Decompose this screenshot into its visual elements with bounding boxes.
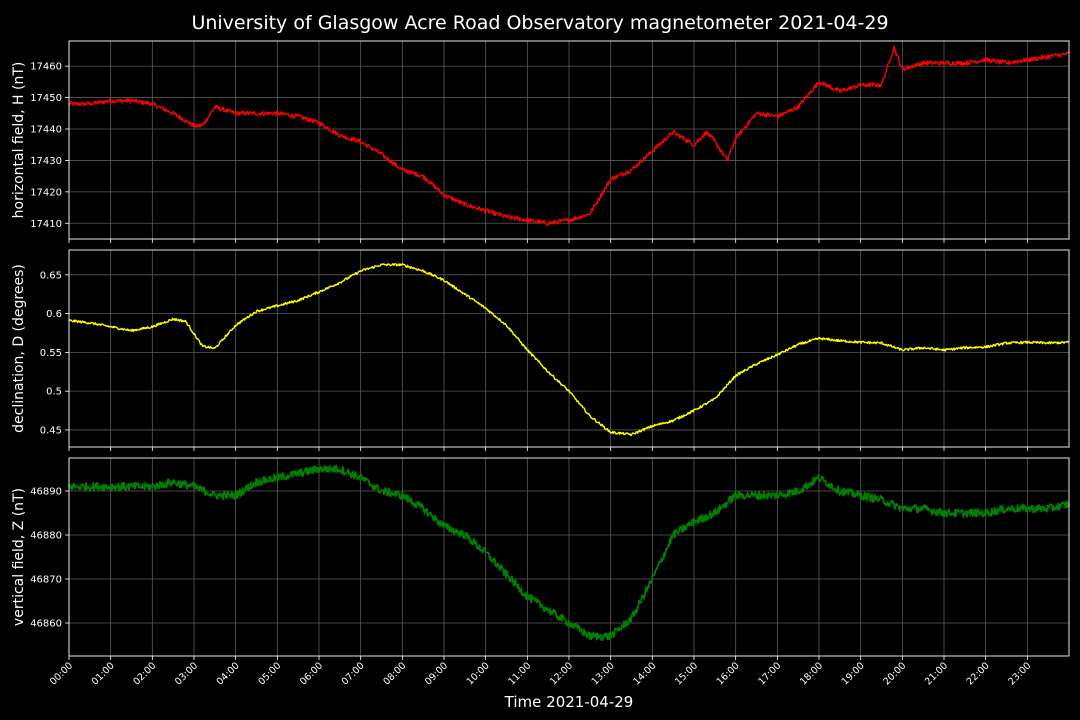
panels: 17410 17420 17430 17440 17450 17460horizontal…: [11, 40, 1070, 660]
panel-h: 17410 17420 17430 17440 17450 17460horizontal…: [11, 40, 1070, 243]
series-line-h: [68, 45, 1070, 226]
y-tick-label: 0.65: [40, 270, 62, 281]
x-axis-label: Time 2021-04-29: [504, 693, 634, 711]
panel-frame: [68, 457, 1070, 657]
panel-d: 0.45 0.5 0.55 0.6 0.65 declination, D (degree…: [11, 249, 1070, 451]
y-axis-label: declination, D (degrees): [11, 264, 27, 433]
y-tick-label: 17430: [30, 156, 62, 167]
y-tick-label: 0.6: [46, 309, 62, 320]
y-tick-label: 17440: [30, 125, 62, 136]
y-tick-label: 17450: [30, 93, 62, 104]
y-tick-label: 46880: [30, 531, 62, 542]
y-tick-label: 17420: [30, 187, 62, 198]
y-tick-label: 17410: [30, 219, 62, 230]
series-line-d: [68, 263, 1070, 437]
y-tick-label: 0.55: [40, 348, 62, 359]
y-tick-label: 0.45: [40, 425, 62, 436]
y-tick-label: 46860: [30, 619, 62, 630]
series-line-z: [68, 464, 1070, 641]
y-axis-label: vertical field, Z (nT): [11, 488, 27, 626]
y-axis-label: horizontal field, H (nT): [11, 62, 27, 219]
y-tick-label: 46870: [30, 575, 62, 586]
y-tick-label: 46890: [30, 487, 62, 498]
panel-frame: [68, 40, 1070, 240]
chart-title: University of Glasgow Acre Road Observat…: [191, 12, 888, 34]
y-tick-label: 17460: [30, 62, 62, 73]
y-tick-label: 0.5: [46, 387, 62, 398]
panel-frame: [68, 249, 1070, 448]
